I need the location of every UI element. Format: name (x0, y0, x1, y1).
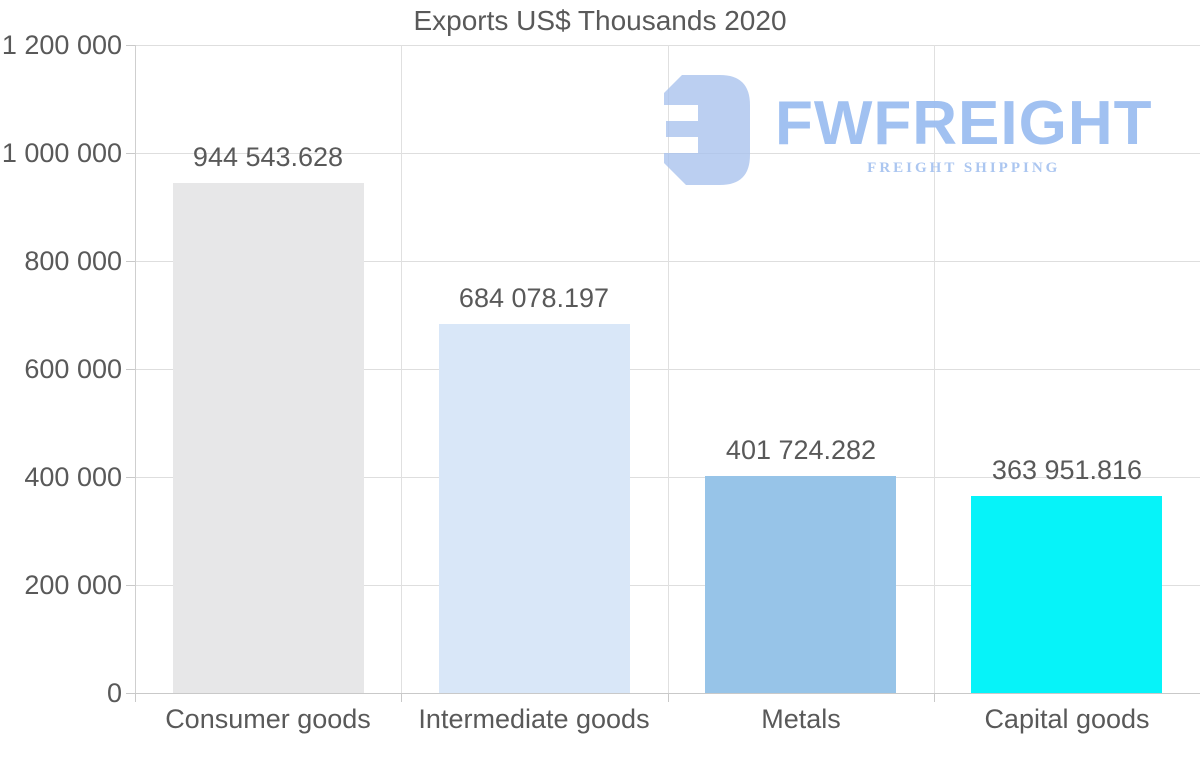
bar-value-label: 401 724.282 (725, 435, 877, 465)
bar-metals (705, 476, 896, 693)
y-axis-label: 200 000 (24, 570, 122, 600)
y-axis-label: 600 000 (24, 354, 122, 384)
y-axis-label: 1 200 000 (1, 30, 122, 60)
y-axis-label: 0 (106, 678, 122, 708)
y-axis-line (135, 45, 136, 693)
x-axis-label: Metals (761, 704, 841, 734)
x-axis-label: Intermediate goods (418, 704, 650, 734)
bar-value-label: 944 543.628 (192, 142, 344, 172)
x-axis-tick (401, 693, 402, 702)
chart-title: Exports US$ Thousands 2020 (413, 5, 787, 36)
y-axis-tick (126, 477, 135, 478)
x-axis-line (135, 693, 1200, 694)
v-gridline (401, 45, 402, 693)
y-axis-tick (126, 369, 135, 370)
y-axis-tick (126, 45, 135, 46)
x-axis-label: Capital goods (984, 704, 1150, 734)
brand-text-block: FWFREIGHT FREIGHT SHIPPING (775, 92, 1153, 177)
v-gridline (934, 45, 935, 693)
bar-intermediate-goods (439, 324, 630, 693)
x-axis-label: Consumer goods (165, 704, 371, 734)
h-gridline (135, 45, 1200, 46)
bar-capital-goods (971, 496, 1162, 693)
y-axis-tick (126, 693, 135, 694)
h-gridline (135, 261, 1200, 262)
y-axis-tick (126, 585, 135, 586)
y-axis-label: 400 000 (24, 462, 122, 492)
y-axis-tick (126, 261, 135, 262)
x-axis-tick (135, 693, 136, 702)
bar-value-label: 684 078.197 (458, 283, 610, 313)
bar-value-label: 363 951.816 (991, 455, 1143, 485)
brand-tagline: FREIGHT SHIPPING (867, 160, 1061, 176)
bar-consumer-goods (173, 183, 364, 693)
y-axis-tick (126, 153, 135, 154)
fwfreight-logo-icon (664, 75, 750, 185)
v-gridline (668, 45, 669, 693)
x-axis-tick (668, 693, 669, 702)
brand-name: FWFREIGHT (775, 89, 1153, 158)
y-axis-label: 1 000 000 (1, 138, 122, 168)
h-gridline (135, 477, 1200, 478)
brand-watermark: FWFREIGHT FREIGHT SHIPPING (652, 70, 1153, 185)
x-axis-tick (934, 693, 935, 702)
h-gridline (135, 369, 1200, 370)
h-gridline (135, 585, 1200, 586)
y-axis-label: 800 000 (24, 246, 122, 276)
